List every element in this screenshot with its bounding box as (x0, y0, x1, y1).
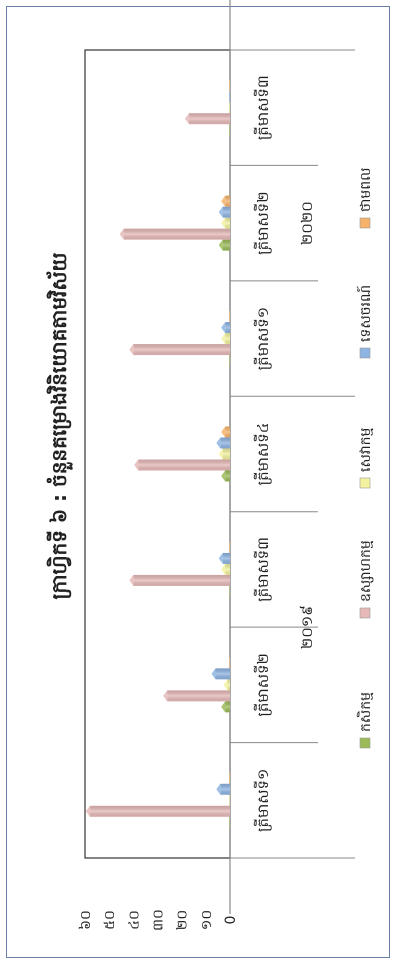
bar (229, 91, 230, 103)
bar-shade (227, 679, 230, 691)
bar (229, 794, 230, 806)
label-layer: 0១០២០៣០៤០៥០៦០ត្រីមាសទី១ត្រីមាសទី២ត្រីមាស… (78, 75, 316, 931)
bar (229, 585, 230, 597)
bar (229, 657, 230, 669)
bar-shade (138, 459, 231, 471)
bar-cap (221, 470, 226, 482)
x-category-label: ត្រីមាសទី២ (253, 653, 272, 716)
bar-shade (222, 239, 230, 251)
bar-cap (221, 333, 226, 345)
bar-shade (167, 690, 231, 702)
y-tick-label: ៤០ (126, 910, 142, 930)
x-category-label: ត្រីមាសទី១ (253, 769, 272, 832)
bar-shade (123, 228, 230, 240)
bar-cap (85, 805, 90, 817)
legend-swatch (359, 217, 371, 229)
legend-swatch (359, 737, 371, 749)
bar-shade (225, 195, 231, 207)
bar-shade (225, 333, 231, 345)
bar-layer (85, 80, 231, 828)
bar-cap (163, 690, 168, 702)
bar-cap (221, 322, 226, 334)
bar-shade (222, 206, 230, 218)
bar-cap (119, 228, 124, 240)
y-tick-label: ១០ (199, 910, 215, 931)
legend-label: កសិកម្ម (356, 692, 374, 732)
bar-cap (221, 195, 226, 207)
x-category-label: ត្រីមាសទី២ (253, 191, 272, 254)
x-category-label: ត្រីមាសទី៤ (253, 423, 272, 486)
y-tick-label: 0 (223, 916, 239, 925)
bar-cap (211, 668, 216, 680)
bar-cap (218, 239, 223, 251)
chart-title: ក្រាហ្វិកទី ៦ : ចំនួនគម្រោងវិនិយោគតាមវិស… (46, 253, 73, 600)
y-tick-label: ២០ (175, 910, 191, 931)
bar-shade (225, 322, 231, 334)
bar (229, 355, 230, 367)
bar-shade (220, 783, 230, 795)
bar-shade (225, 426, 231, 438)
bar (229, 816, 230, 828)
bar-shade (222, 448, 230, 460)
bar (229, 541, 230, 553)
x-category-label: ត្រីមាសទី៣ (253, 537, 272, 602)
x-year-label: ២០២០ (298, 201, 316, 245)
bar-shade (225, 217, 231, 229)
y-tick-label: ៥០ (102, 910, 118, 930)
bar-shade (215, 668, 230, 680)
bar-cap (218, 448, 223, 460)
bar-shade (188, 113, 231, 125)
bar-cap (221, 426, 226, 438)
bar (229, 124, 230, 136)
bar-shade (225, 563, 231, 575)
bar-cap (129, 344, 134, 356)
x-year-label: ២០១៩ (298, 605, 316, 649)
bar-cap (216, 437, 221, 449)
legend-label: ថាមពល (358, 168, 374, 212)
bar (229, 80, 230, 92)
y-tick-label: ៣០ (151, 909, 167, 931)
plot-area (84, 49, 231, 859)
bar-cap (221, 217, 226, 229)
bar-shade (133, 574, 230, 586)
bar (229, 102, 230, 114)
bar-cap (221, 563, 226, 575)
bar-cap (218, 552, 223, 564)
bar-cap (216, 783, 221, 795)
bar-cap (221, 701, 226, 713)
legend-swatch (359, 347, 371, 359)
bar-shade (133, 344, 230, 356)
x-category-label: ត្រីមាសទី១ (253, 307, 272, 370)
bar-cap (218, 206, 223, 218)
bar-cap (129, 574, 134, 586)
bar-cap (184, 113, 189, 125)
bar (229, 772, 230, 784)
axis-layer (229, 0, 355, 914)
bar-shade (222, 552, 230, 564)
bar-cap (223, 679, 228, 691)
legend-swatch (359, 477, 371, 489)
x-category-label: ត្រីមាសទី៣ (253, 75, 272, 140)
bar-cap (134, 459, 139, 471)
bar-shade (225, 470, 231, 482)
bar-shade (220, 437, 230, 449)
legend-label: សេវាកម្ម (358, 427, 374, 472)
bar (229, 311, 230, 323)
legend-label: ឧស្សាហកម្ម (358, 540, 374, 602)
legend: កសិកម្ម ឧស្សាហកម្ម សេវាកម្ម ទេសចរណ៍ ថាមពល (356, 168, 374, 749)
bar-shade (225, 701, 231, 713)
y-tick-label: ៦០ (78, 910, 94, 930)
bar-shade (89, 805, 231, 817)
legend-label: ទេសចរណ៍ (356, 285, 374, 342)
legend-swatch (359, 607, 371, 619)
